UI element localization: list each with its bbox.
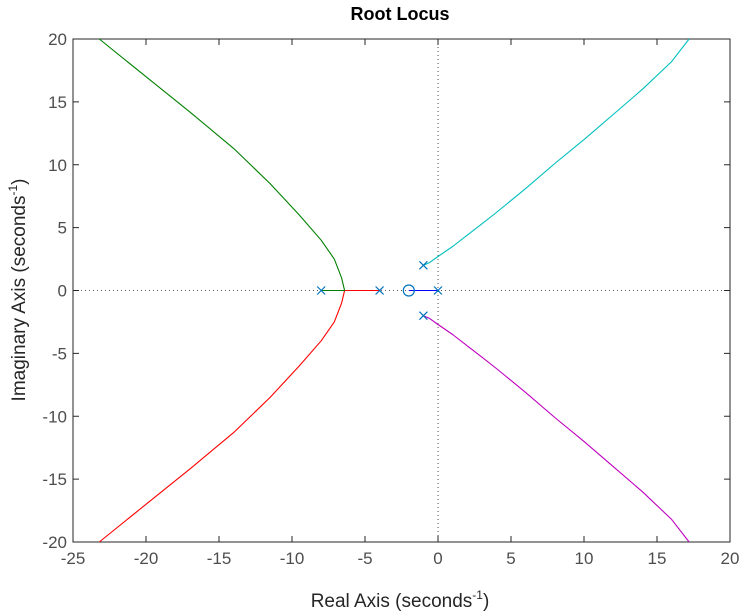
y-tick-label: 0: [58, 282, 67, 301]
pole-marker-stroke: [418, 260, 428, 270]
locus-branches: [98, 38, 690, 543]
chart-title: Root Locus: [351, 4, 450, 24]
x-tick-label: 20: [721, 549, 740, 568]
y-tick-label: -15: [42, 470, 67, 489]
locus-branch-3: [423, 315, 690, 543]
y-tick-label: -20: [42, 533, 67, 552]
y-tick-label: 20: [48, 30, 67, 49]
locus-branch-2: [423, 38, 690, 266]
locus-branch-4: [98, 289, 380, 543]
x-tick-label: -20: [134, 549, 159, 568]
x-tick-label: 5: [506, 549, 515, 568]
pole-marker-stroke: [316, 286, 326, 295]
pole-marker-stroke: [433, 286, 443, 295]
x-tick-label: 15: [648, 549, 667, 568]
axis-ticks: -25 -20 -15 -10 -5 0 5 10 15 20-20-15-10-50510152…: [42, 30, 739, 568]
x-tick-label: -10: [280, 549, 305, 568]
y-axis-label: Imaginary Axis (seconds-1): [6, 179, 30, 402]
y-tick-label: 10: [48, 156, 67, 175]
pole-marker: [418, 311, 428, 321]
y-tick-label: 5: [58, 219, 67, 238]
pole-marker: [375, 286, 385, 295]
pole-marker-stroke: [375, 286, 385, 295]
zero-marker: [402, 284, 415, 297]
locus-branch-5: [98, 38, 346, 292]
y-tick-label: 15: [48, 93, 67, 112]
y-tick-label: -5: [52, 344, 67, 363]
zero-lines: [73, 39, 730, 542]
x-tick-label: -5: [357, 549, 372, 568]
pole-marker-stroke: [418, 311, 428, 321]
y-tick-label: -10: [42, 407, 67, 426]
pole-marker: [316, 286, 326, 295]
x-tick-label: -25: [61, 549, 86, 568]
x-axis-label: Real Axis (seconds-1): [311, 588, 490, 612]
x-tick-label: -15: [207, 549, 232, 568]
x-tick-label: 10: [575, 549, 594, 568]
pole-marker: [418, 260, 428, 270]
pole-zero-markers: [316, 260, 443, 321]
pole-marker: [433, 286, 443, 295]
x-tick-label: 0: [433, 549, 442, 568]
